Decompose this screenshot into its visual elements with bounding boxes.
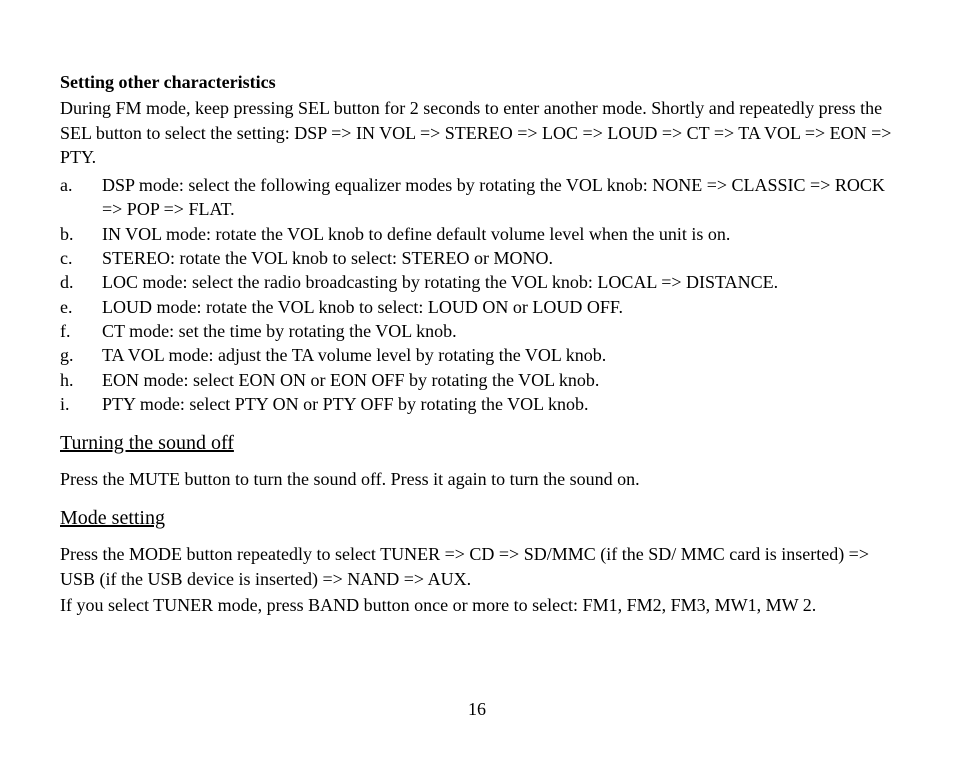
page-number: 16 xyxy=(0,697,954,721)
section-heading-mode-setting: Mode setting xyxy=(60,505,894,532)
section-heading-turning-sound-off: Turning the sound off xyxy=(60,430,894,457)
list-marker: h. xyxy=(60,368,102,392)
list-marker: e. xyxy=(60,295,102,319)
list-item: g. TA VOL mode: adjust the TA volume lev… xyxy=(60,343,894,367)
list-item: b. IN VOL mode: rotate the VOL knob to d… xyxy=(60,222,894,246)
list-marker: d. xyxy=(60,270,102,294)
list-item: a. DSP mode: select the following equali… xyxy=(60,173,894,222)
turning-sound-off-body: Press the MUTE button to turn the sound … xyxy=(60,467,894,491)
mode-setting-body-1: Press the MODE button repeatedly to sele… xyxy=(60,542,894,591)
list-text: STEREO: rotate the VOL knob to select: S… xyxy=(102,246,894,270)
settings-list: a. DSP mode: select the following equali… xyxy=(60,173,894,416)
list-marker: f. xyxy=(60,319,102,343)
list-text: TA VOL mode: adjust the TA volume level … xyxy=(102,343,894,367)
document-page: Setting other characteristics During FM … xyxy=(0,0,954,781)
list-item: f. CT mode: set the time by rotating the… xyxy=(60,319,894,343)
list-text: DSP mode: select the following equalizer… xyxy=(102,173,894,222)
list-item: e. LOUD mode: rotate the VOL knob to sel… xyxy=(60,295,894,319)
list-text: CT mode: set the time by rotating the VO… xyxy=(102,319,894,343)
intro-paragraph: During FM mode, keep pressing SEL button… xyxy=(60,96,894,169)
list-marker: b. xyxy=(60,222,102,246)
list-item: d. LOC mode: select the radio broadcasti… xyxy=(60,270,894,294)
list-item: h. EON mode: select EON ON or EON OFF by… xyxy=(60,368,894,392)
list-marker: i. xyxy=(60,392,102,416)
list-text: EON mode: select EON ON or EON OFF by ro… xyxy=(102,368,894,392)
list-item: c. STEREO: rotate the VOL knob to select… xyxy=(60,246,894,270)
list-text: IN VOL mode: rotate the VOL knob to defi… xyxy=(102,222,894,246)
section-heading-setting-other: Setting other characteristics xyxy=(60,70,894,94)
list-text: LOUD mode: rotate the VOL knob to select… xyxy=(102,295,894,319)
list-text: PTY mode: select PTY ON or PTY OFF by ro… xyxy=(102,392,894,416)
list-text: LOC mode: select the radio broadcasting … xyxy=(102,270,894,294)
list-marker: c. xyxy=(60,246,102,270)
list-marker: g. xyxy=(60,343,102,367)
list-item: i. PTY mode: select PTY ON or PTY OFF by… xyxy=(60,392,894,416)
mode-setting-body-2: If you select TUNER mode, press BAND but… xyxy=(60,593,894,617)
list-marker: a. xyxy=(60,173,102,197)
